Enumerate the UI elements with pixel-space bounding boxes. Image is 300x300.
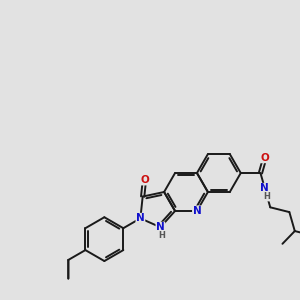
- Text: N: N: [136, 213, 145, 223]
- Text: N: N: [156, 222, 165, 232]
- Text: H: H: [159, 231, 166, 240]
- Text: O: O: [260, 153, 269, 163]
- Text: N: N: [260, 183, 269, 194]
- Text: N: N: [193, 206, 201, 216]
- Text: H: H: [264, 192, 271, 201]
- Text: O: O: [140, 175, 149, 185]
